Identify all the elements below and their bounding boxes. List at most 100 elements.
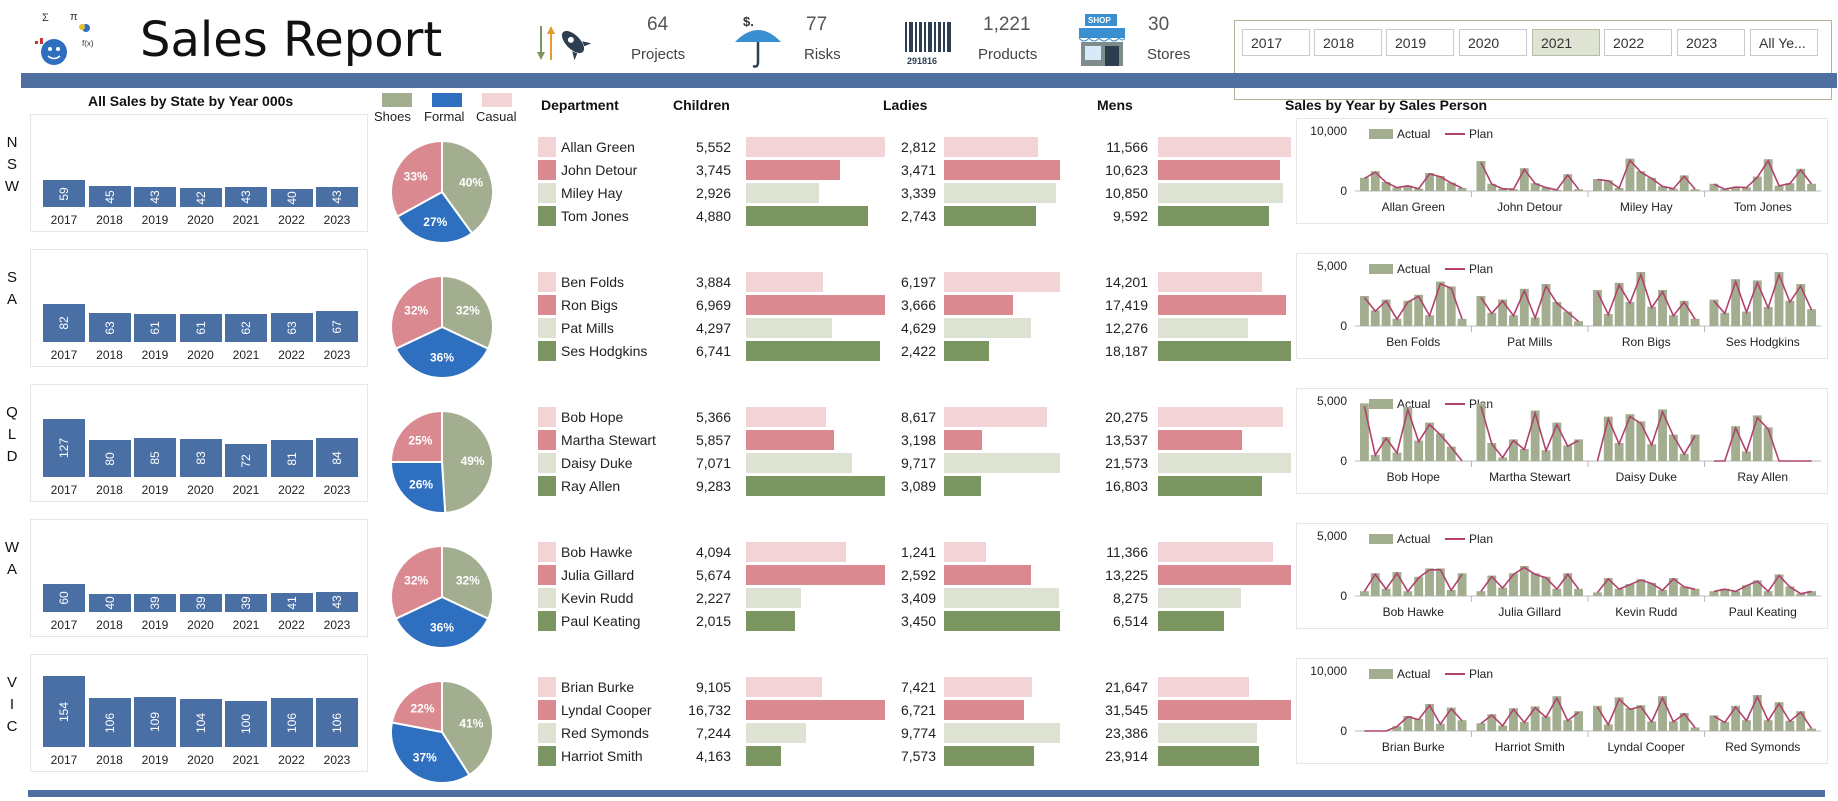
year-bar-value: 81 xyxy=(284,451,299,466)
person-axis-label: Miley Hay xyxy=(1620,200,1673,214)
mens-bar xyxy=(1158,295,1286,315)
actual-bar xyxy=(1668,434,1678,461)
y-axis-min: 0 xyxy=(1340,724,1347,738)
ladies-bar xyxy=(944,677,1032,697)
slicer-year-2018[interactable]: 2018 xyxy=(1314,29,1382,56)
children-value: 4,880 xyxy=(695,208,731,224)
actual-bar xyxy=(1487,575,1497,596)
children-value: 4,297 xyxy=(695,320,731,336)
children-value: 6,969 xyxy=(695,297,731,313)
year-bar-value: 80 xyxy=(102,451,117,466)
mens-bar xyxy=(1158,183,1283,203)
ladies-bar xyxy=(944,295,1013,315)
year-bar-label: 2021 xyxy=(232,213,260,227)
actual-bar xyxy=(1425,173,1434,191)
ladies-value: 7,573 xyxy=(900,748,936,764)
ladies-bar xyxy=(944,476,981,496)
person-axis-label: Lyndal Cooper xyxy=(1607,740,1685,754)
year-bar-value: 63 xyxy=(284,320,299,335)
mens-value: 13,537 xyxy=(1105,432,1148,448)
year-bar: 60 xyxy=(43,584,85,612)
pie-slice-casual xyxy=(390,139,443,218)
actual-bar xyxy=(1807,183,1816,191)
pie-label-shoes: 40% xyxy=(459,176,483,190)
pie-slice-formal xyxy=(390,721,471,784)
actual-bar xyxy=(1414,440,1424,461)
year-bar-value: 39 xyxy=(193,596,208,610)
legend-shoes-swatch xyxy=(382,93,412,107)
actual-bar xyxy=(1381,299,1391,326)
state-year-bar-chart: 60 2017 40 2018 39 2019 39 2020 39 2021 41 2022 43 20… xyxy=(30,519,368,637)
actual-bar xyxy=(1763,427,1773,461)
year-bar-value: 43 xyxy=(330,595,344,609)
slicer-year-2017[interactable]: 2017 xyxy=(1242,29,1310,56)
year-bar-value: 62 xyxy=(239,321,253,335)
children-value: 16,732 xyxy=(688,702,731,718)
slicer-year-2023[interactable]: 2023 xyxy=(1677,29,1745,56)
slicer-all-years[interactable]: All Ye... xyxy=(1750,29,1818,56)
actual-bar xyxy=(1625,414,1635,461)
ladies-bar xyxy=(944,183,1056,203)
actual-bar xyxy=(1752,280,1762,326)
slicer-year-2021[interactable]: 2021 xyxy=(1532,29,1600,56)
ladies-bar xyxy=(944,341,989,361)
ladies-bar xyxy=(944,565,1031,585)
ladies-bar xyxy=(944,206,1036,226)
actual-bar xyxy=(1679,453,1689,461)
actual-bar xyxy=(1647,582,1657,596)
actual-bar xyxy=(1487,443,1497,461)
mens-bar xyxy=(1158,677,1249,697)
sales-person-name: Pat Mills xyxy=(561,320,614,336)
sales-person-name: Bob Hope xyxy=(561,409,624,425)
year-bar-value: 42 xyxy=(193,190,208,205)
department-swatch xyxy=(538,677,556,697)
actual-bar xyxy=(1563,311,1573,326)
children-bar xyxy=(746,341,880,361)
children-bar xyxy=(746,183,819,203)
year-bar-value: 84 xyxy=(330,450,344,465)
department-pie-chart: 32% 36% 32% xyxy=(390,274,494,379)
actual-bar xyxy=(1731,705,1741,731)
year-bar-value: 60 xyxy=(57,591,71,605)
ladies-bar xyxy=(944,723,1060,743)
person-axis-label: Brian Burke xyxy=(1382,740,1445,754)
department-swatch xyxy=(538,565,556,585)
pie-slice-shoes xyxy=(441,274,494,351)
slicer-year-2020[interactable]: 2020 xyxy=(1459,29,1527,56)
department-swatch xyxy=(538,700,556,720)
legend-shoes: Shoes xyxy=(374,109,411,124)
mens-value: 20,275 xyxy=(1105,409,1148,425)
actual-bar xyxy=(1487,714,1497,731)
legend-casual-swatch xyxy=(482,93,512,107)
year-bar-label: 2022 xyxy=(278,618,305,632)
ladies-value: 6,721 xyxy=(900,702,936,718)
actual-bar xyxy=(1509,439,1518,461)
year-bar: 43 xyxy=(134,187,176,207)
pie-slice-shoes xyxy=(441,139,494,235)
mens-value: 11,566 xyxy=(1106,139,1148,155)
actual-bar xyxy=(1530,573,1540,596)
kpi-projects: 64 Projects xyxy=(533,10,693,70)
pie-slice-shoes xyxy=(441,409,494,514)
actual-bar xyxy=(1435,176,1445,191)
mens-value: 10,850 xyxy=(1105,185,1148,201)
slicer-year-2022[interactable]: 2022 xyxy=(1604,29,1672,56)
pie-legend: Shoes Formal Casual xyxy=(372,93,522,124)
person-axis-label: Allan Green xyxy=(1382,200,1445,214)
year-bar: 127 xyxy=(43,419,85,477)
year-bar: 80 xyxy=(88,440,131,477)
mens-bar xyxy=(1158,341,1291,361)
mens-bar xyxy=(1158,723,1257,743)
pie-slice-formal xyxy=(394,325,490,379)
actual-bar xyxy=(1563,720,1573,731)
year-bar-value: 39 xyxy=(148,596,162,610)
sales-by-person-header: Sales by Year by Sales Person xyxy=(1285,97,1488,113)
actual-bar xyxy=(1679,300,1689,326)
actual-bar xyxy=(1807,728,1816,731)
actual-bar xyxy=(1796,284,1806,326)
person-axis-label: Julia Gillard xyxy=(1498,605,1561,619)
slicer-year-2019[interactable]: 2019 xyxy=(1386,29,1454,56)
year-bar-value: 43 xyxy=(330,190,344,204)
actual-bar xyxy=(1668,315,1678,326)
actual-bar xyxy=(1614,588,1624,596)
